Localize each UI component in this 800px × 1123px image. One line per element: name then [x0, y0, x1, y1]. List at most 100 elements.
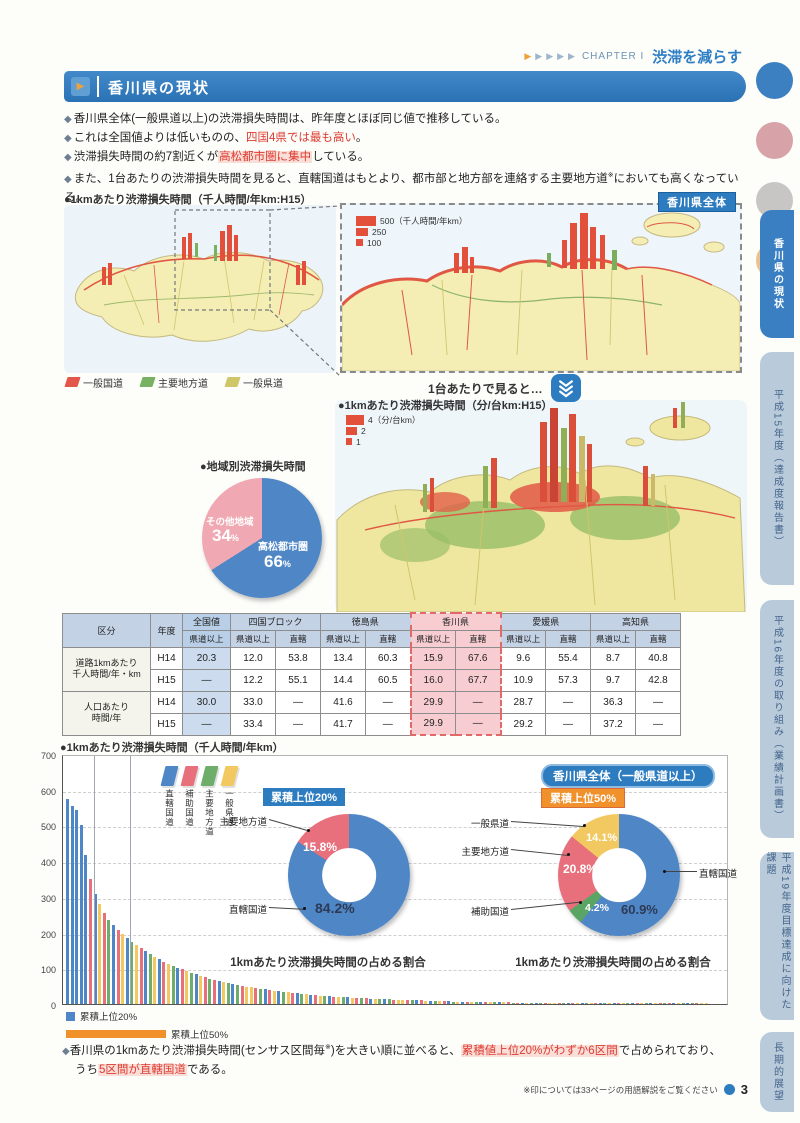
- bar: [226, 982, 230, 1004]
- bar: [631, 1003, 635, 1004]
- bar: [102, 912, 106, 1004]
- leader-dot: [583, 824, 586, 827]
- bar: [479, 1001, 483, 1004]
- bar: [589, 1003, 593, 1004]
- legend-item: 補助国道: [180, 766, 199, 837]
- sidebar-tab-h19-goal[interactable]: 平成19年度目標達成に向けた課題: [760, 852, 794, 1020]
- donut-caption: 1kmあたり渋滞損失時間の占める割合: [230, 957, 426, 969]
- bar: [70, 805, 74, 1004]
- bar: [111, 925, 115, 1004]
- bar: [658, 1003, 662, 1004]
- bullet-item: ◆ また、1台あたりの渋滞損失時間を見ると、直轄国道はもとより、都市部と地方部を連…: [64, 172, 739, 204]
- bar: [222, 981, 226, 1004]
- bar: [594, 1003, 598, 1004]
- bar: [121, 933, 125, 1004]
- y-tick-label: 300: [40, 893, 56, 904]
- kagawa-per-vehicle-map: [335, 400, 747, 612]
- diamond-bullet-icon: ◆: [64, 114, 72, 125]
- sidebar-tab-longterm[interactable]: 長期的展望: [760, 1032, 794, 1112]
- donut-chart-top20: [288, 814, 410, 936]
- page-number: 3: [740, 1082, 748, 1097]
- bar: [686, 1003, 690, 1004]
- bar: [107, 919, 111, 1004]
- bar: [203, 977, 207, 1004]
- bar: [327, 996, 331, 1004]
- kagawa-congestion-map: [340, 212, 741, 372]
- diamond-bullet-icon: ◆: [64, 152, 72, 163]
- chevron-right-icon: ▶: [557, 51, 565, 61]
- bar: [539, 1002, 543, 1004]
- bar: [190, 972, 194, 1004]
- chapter-breadcrumb: ▶ ▶ ▶ ▶ ▶ CHAPTER I 渋滞を減らす: [524, 46, 742, 67]
- chevron-right-icon: ▶: [568, 51, 575, 61]
- bar: [695, 1003, 699, 1004]
- segment-label: 直轄国道: [699, 869, 738, 880]
- bar: [667, 1003, 671, 1004]
- title-separator: [97, 76, 99, 97]
- bar: [332, 996, 336, 1004]
- bar: [93, 894, 97, 1004]
- table-row: 道路1kmあたり 千人時間/年・km H14 20.3 12.0 53.8 13.…: [62, 646, 681, 692]
- bar: [520, 1002, 524, 1004]
- bar: [461, 1001, 465, 1004]
- region-pie-title: ●地域別渋滞損失時間: [200, 461, 306, 473]
- sidebar-tab-current-status[interactable]: 香川県の現状: [760, 210, 794, 338]
- segment-value: 20.8%: [563, 862, 598, 876]
- y-tick-label: 500: [40, 822, 56, 833]
- bar: [497, 1002, 501, 1004]
- segment-value: 84.2%: [315, 900, 355, 916]
- y-tick-label: 200: [40, 929, 56, 940]
- bar: [442, 1001, 446, 1004]
- bar: [644, 1003, 648, 1004]
- sub-header: 県道以上: [230, 629, 276, 648]
- sidebar-tab-h15-report[interactable]: 平成15年度（達成度報告書）: [760, 352, 794, 585]
- pie-value: 66%: [264, 552, 291, 571]
- bar: [575, 1002, 579, 1004]
- map1-title: ●1kmあたり渋滞損失時間（千人時間/年km:H15）: [64, 194, 312, 206]
- bar: [419, 1000, 423, 1004]
- bar: [415, 1000, 419, 1004]
- segment-label: 主要地方道: [461, 847, 509, 858]
- table-row: 人口あたり 時間/年 H14 30.0 33.0— 41.6— 29.9— 28…: [62, 690, 681, 736]
- bar: [130, 941, 134, 1004]
- table-row: H15 — 12.2 55.1 14.4 60.5 16.0 67.7 10.9 57.…: [63, 668, 681, 692]
- gridline: [63, 970, 727, 972]
- bar: [341, 997, 345, 1004]
- bar-chart-legend: 直轄国道 補助国道 主要地方道 一般県道: [160, 766, 239, 837]
- bar: [511, 1002, 515, 1004]
- col-header: 愛媛県: [500, 612, 591, 631]
- bar: [295, 993, 299, 1004]
- segment-label: 直轄国道: [228, 905, 267, 916]
- donut-badge: 累積上位50%: [541, 788, 626, 808]
- bar: [378, 999, 382, 1004]
- bar: [268, 990, 272, 1004]
- conclusion-note: ◆香川県の1kmあたり渋滞損失時間(センサス区間毎※)を大きい順に並べると、累積…: [62, 1044, 722, 1076]
- bullet-item: ◆ 渋滞損失時間の約7割近くが高松都市圏に集中している。: [64, 151, 370, 163]
- map2-title: ●1kmあたり渋滞損失時間（分/台km:H15）: [338, 400, 553, 412]
- donut-top50-group: 累積上位50% 一般県道 主要地方道 補助国道 直轄国道 14.1% 20.8%…: [453, 788, 763, 969]
- diamond-bullet-icon: ◆: [64, 173, 72, 185]
- sidebar-tab-h16-plan[interactable]: 平成16年度の取り組み（業績計画書）: [760, 600, 794, 838]
- bar: [272, 990, 276, 1004]
- gridline: [63, 791, 727, 793]
- bar: [474, 1001, 478, 1004]
- chevron-right-icon: ▶: [535, 51, 543, 61]
- leader-dot: [579, 901, 582, 904]
- bar: [484, 1001, 488, 1004]
- bar: [548, 1002, 552, 1004]
- bar: [185, 971, 189, 1004]
- leader-dot: [567, 853, 570, 856]
- leader-dot: [303, 907, 306, 910]
- sidebar-dot: [756, 62, 793, 99]
- bar: [690, 1003, 694, 1004]
- bar: [663, 1003, 667, 1004]
- segment-label: 補助国道: [470, 907, 509, 918]
- bar: [451, 1001, 455, 1004]
- bar: [635, 1003, 639, 1004]
- sub-header: 県道以上: [590, 629, 636, 648]
- legend-swatch: [200, 766, 219, 786]
- bar: [401, 1000, 405, 1004]
- footnote-reference: ※印については33ページの用語解説をご覧ください: [523, 1084, 718, 1095]
- section-title-bar: ▶ 香川県の現状: [64, 71, 746, 102]
- bar: [470, 1001, 474, 1004]
